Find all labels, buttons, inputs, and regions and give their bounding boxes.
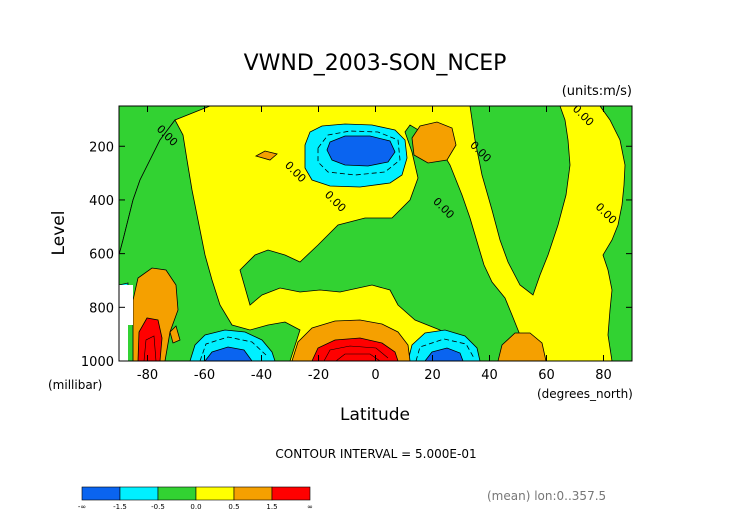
region-orange-upper: [411, 121, 457, 164]
x-tick-label: 0: [371, 368, 379, 383]
colorbar: -∞ -1.5 -0.5 0.0 0.5 1.5 ∞: [78, 486, 313, 511]
colorbar-tick-label: 0.0: [190, 503, 201, 511]
region-green-right: [599, 106, 632, 361]
colorbar-tick-label: -∞: [78, 503, 86, 511]
region-blue-lower-mid: [424, 347, 464, 361]
dashed-contour-1: [317, 130, 401, 176]
colorbar-tick-label: ∞: [307, 503, 313, 511]
x-unit-label: (degrees_north): [537, 387, 633, 401]
y-tick-label: 400: [89, 194, 114, 209]
x-tick-label: 60: [538, 368, 555, 383]
dashed-contour-2: [199, 336, 267, 361]
colorbar-tick-label: -0.5: [151, 503, 165, 511]
region-red-lower-center: [311, 337, 399, 361]
region-orange-small-2: [169, 325, 181, 344]
x-tick-label: 20: [424, 368, 441, 383]
x-tick-label: -20: [308, 368, 329, 383]
x-tick-label: -40: [251, 368, 272, 383]
colorbar-swatch: [157, 486, 197, 501]
x-tick-label: 80: [595, 368, 612, 383]
colorbar-swatch: [195, 486, 235, 501]
region-orange-lower-right: [497, 332, 547, 361]
contour-interval-text: CONTOUR INTERVAL = 5.000E-01: [275, 447, 476, 461]
chart-title: VWND_2003-SON_NCEP: [244, 51, 507, 76]
colorbar-swatch: [233, 486, 273, 501]
region-red-left: [137, 317, 163, 361]
y-axis: 200 400 600 800 1000: [81, 140, 632, 370]
colorbar-tick-label: -1.5: [113, 503, 127, 511]
footnote: (mean) lon:0..357.5: [487, 489, 606, 503]
units-label: (units:m/s): [562, 84, 632, 99]
colorbar-tick-label: 0.5: [228, 503, 239, 511]
y-axis-label: Level: [49, 211, 69, 256]
colorbar-tick-label: 1.5: [266, 503, 277, 511]
y-tick-label: 800: [89, 301, 114, 316]
region-orange-small-1: [254, 150, 278, 161]
y-tick-label: 200: [89, 140, 114, 155]
region-green-center: [239, 124, 529, 361]
y-tick-label: 600: [89, 248, 114, 263]
missing-data-area: [119, 285, 133, 361]
region-green-upper: [469, 106, 571, 296]
x-tick-label: -80: [137, 368, 158, 383]
x-axis: -80 -60 -40 -20 0 20 40 60 80: [137, 106, 612, 383]
region-blue-upper: [326, 135, 396, 167]
y-tick-label: 1000: [81, 355, 114, 370]
contour-field: [119, 106, 632, 361]
region-cyan-lower-mid: [407, 329, 481, 361]
colorbar-swatch: [119, 486, 159, 501]
dashed-contour-3: [415, 338, 475, 361]
region-blue-lower-left: [204, 346, 253, 361]
colorbar-swatch: [81, 486, 121, 501]
x-tick-label: 40: [481, 368, 498, 383]
x-axis-label: Latitude: [340, 405, 410, 425]
x-tick-label: -60: [194, 368, 215, 383]
y-unit-label: (millibar): [48, 378, 102, 392]
colorbar-swatch: [271, 486, 311, 501]
